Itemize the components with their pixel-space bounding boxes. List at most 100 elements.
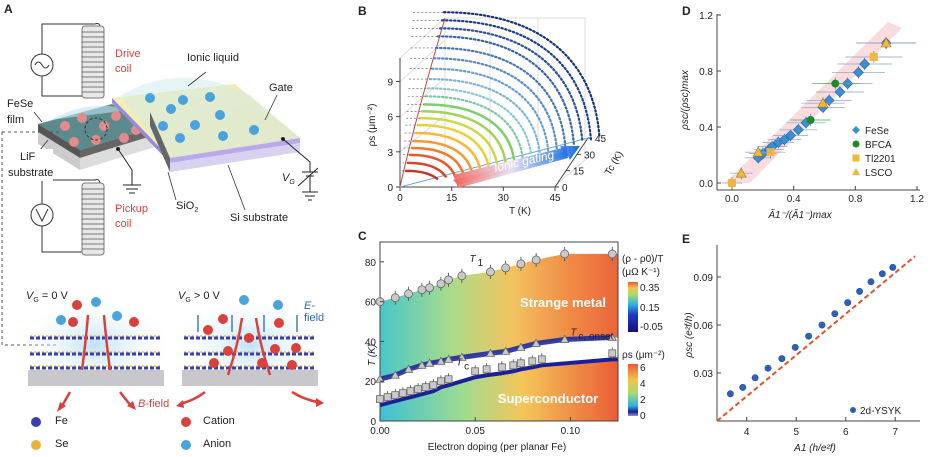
lattice-vg-zero: [15, 295, 175, 395]
t1-marker: [417, 285, 427, 295]
rho-s-curve: [414, 131, 482, 170]
panel-d-chart: 0.0 0.4 0.8 1.2 0.0 0.4 0.8 1.2 FeSe BFCA Tl2201 L…: [680, 11, 924, 221]
y-tick-label: 0.06: [694, 321, 714, 332]
anion-icons: [145, 92, 259, 143]
y-tick-label: 3: [387, 148, 393, 159]
legend-2d-ysyk: 2d-YSYK: [860, 406, 901, 417]
rho-s-curve: [426, 87, 533, 156]
panel-b: B 0 15 30 45 0 3 6 9 0 15 30 45 Ionic gating T (K) …: [330, 0, 660, 225]
y-tick-label: 0.8: [699, 67, 713, 78]
panel-d-label: D: [682, 4, 691, 18]
rho-s-curve: [422, 103, 516, 161]
fese-point: [785, 129, 797, 141]
tc-onset-label: T: [570, 327, 577, 338]
panel-e-chart: 4 5 6 7 0.03 0.06 0.09 2d-YSYK A1 (h/e²f) ρsc …: [684, 245, 920, 454]
tc-marker: [471, 367, 480, 376]
pickup-coil-label: Pickup coil: [115, 203, 149, 230]
y-axis-label: ρsc/(ρsc)max: [680, 69, 691, 131]
legend-2d-ysyk-marker: [850, 407, 856, 413]
si-substrate-label: Si substrate: [230, 212, 289, 224]
panel-b-label: B: [358, 4, 367, 18]
legend-anion: Anion: [203, 438, 232, 450]
x-axis-label: Ã1⁻/(Ã1⁻)max: [767, 208, 832, 221]
t1-marker: [457, 271, 467, 281]
rho-s-curve: [438, 27, 584, 143]
panel-a-label: A: [4, 2, 13, 16]
bfca-point: [806, 116, 815, 124]
rho-s-curve: [408, 153, 456, 176]
x-tick-label: 5: [793, 427, 799, 438]
legend-bfca-marker: [852, 140, 860, 148]
bfca-point: [831, 79, 840, 88]
t1-marker: [444, 275, 453, 285]
rho0-tc-line: [399, 17, 446, 188]
tc-label-sub: c: [464, 361, 469, 372]
ysyk-point: [844, 299, 852, 307]
ysyk-point: [778, 355, 786, 363]
y-tick-label: 6: [387, 113, 393, 124]
panel-d: D 0.0 0.4 0.8 1.2 0.0 0.4 0.8 1.2 FeSe BFCA Tl220…: [680, 0, 934, 225]
tc-marker: [516, 359, 525, 368]
tc-marker: [444, 375, 453, 384]
e-field-label: E-field: [304, 300, 325, 324]
z-axis-label: Tc (K): [603, 149, 626, 177]
tc-onset-marker: [559, 334, 570, 343]
tc-onset-marker: [531, 338, 541, 347]
t1-marker: [486, 267, 495, 277]
tc-marker: [497, 363, 506, 372]
z-axis: [554, 137, 589, 188]
x-tick-label: 7: [892, 427, 898, 438]
tc-onset-marker: [424, 358, 435, 367]
fit-line: [716, 255, 916, 422]
colorbar-1-tick: 0.35: [640, 283, 660, 294]
t1-marker: [531, 255, 541, 265]
z-tick-label: 30: [584, 150, 596, 161]
rho-s-curve: [432, 57, 558, 150]
se-legend-icon: [31, 440, 41, 450]
fese-point: [792, 124, 804, 136]
tc-onset-marker: [390, 370, 400, 379]
tc-onset-marker: [607, 332, 617, 341]
legend-fe: Fe: [55, 415, 68, 427]
y-tick-label: 40: [365, 337, 377, 348]
z-tick-label: 0: [562, 183, 568, 194]
y-tick-label: 9: [387, 77, 393, 88]
tc-marker: [482, 365, 491, 374]
y-axis-label: T (K): [367, 344, 378, 366]
tc-label: T: [456, 357, 463, 368]
colorbar-2: [628, 364, 638, 416]
tl2201-point: [869, 53, 878, 61]
ysyk-point: [889, 263, 897, 271]
t1-label-sub: 1: [477, 258, 483, 269]
ysyk-point: [831, 310, 839, 318]
tc-marker: [421, 383, 430, 392]
y-tick-label: 60: [365, 298, 377, 309]
ysyk-point: [764, 364, 772, 372]
rho-s-curve: [416, 123, 490, 167]
z-tick-label: 45: [595, 134, 607, 145]
region-superconductor: Superconductor: [498, 391, 598, 406]
vg-zero-label: VG = 0 V: [26, 290, 68, 305]
region-strange-metal: Strange metal: [520, 295, 606, 310]
fese-point: [834, 86, 846, 98]
vg-positive-label: VG > 0 V: [178, 290, 220, 305]
x-tick-label: 0.10: [561, 426, 581, 437]
colorbar-1-title: (ρ - ρ0)/T: [622, 254, 663, 265]
lsco-point: [735, 167, 747, 178]
tc-onset-marker: [500, 346, 511, 355]
x-tick-label: 0.05: [465, 426, 485, 437]
y-axis-label: ρs (μm⁻²): [367, 104, 378, 147]
leader-lines: [33, 71, 278, 211]
rho-s-curve: [412, 139, 473, 172]
tc-onset-marker: [403, 364, 414, 373]
ysyk-point: [726, 390, 734, 398]
lsco-point: [752, 146, 764, 157]
y-tick-label: 0.4: [699, 123, 713, 134]
colorbar-2-tick: 6: [640, 363, 646, 374]
legend-tl2201-marker: [852, 154, 860, 162]
panel-a: A: [0, 0, 330, 457]
tc-marker: [528, 357, 537, 366]
x-tick-label: 0.0: [725, 194, 739, 205]
